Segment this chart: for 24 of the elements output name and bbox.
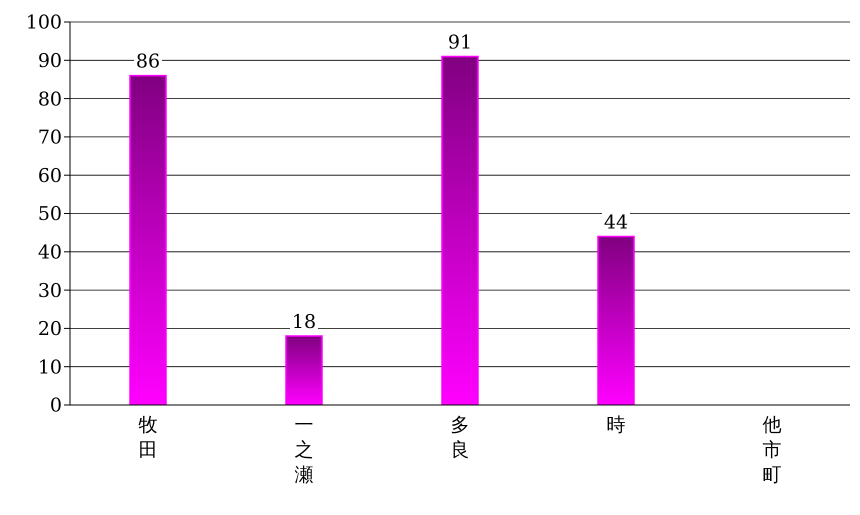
y-tick-label: 0 <box>50 394 62 417</box>
data-label: 18 <box>292 311 316 334</box>
y-tick-label: 30 <box>38 280 62 302</box>
y-tick-label: 50 <box>38 203 62 226</box>
bar <box>441 56 479 405</box>
bar <box>129 74 167 405</box>
x-tick-label: 多良 <box>450 414 470 461</box>
data-label: 91 <box>448 31 472 54</box>
data-label: 86 <box>136 50 160 73</box>
y-tick-label: 40 <box>38 242 62 264</box>
y-tick-label: 100 <box>26 12 62 34</box>
y-tick-label: 90 <box>38 50 62 72</box>
x-tick-label: 牧田 <box>138 414 158 461</box>
x-tick-label: 他市町 <box>762 414 782 486</box>
data-label: 44 <box>604 211 628 234</box>
bar <box>285 335 323 405</box>
x-tick-label: 時 <box>606 414 626 436</box>
x-tick-label: 一之瀬 <box>294 414 314 486</box>
bar <box>597 236 635 405</box>
y-tick-label: 70 <box>38 126 62 149</box>
y-tick-label: 10 <box>38 356 62 378</box>
y-tick-label: 20 <box>38 318 62 340</box>
y-tick-label: 80 <box>38 88 62 110</box>
y-tick-label: 60 <box>38 164 62 187</box>
